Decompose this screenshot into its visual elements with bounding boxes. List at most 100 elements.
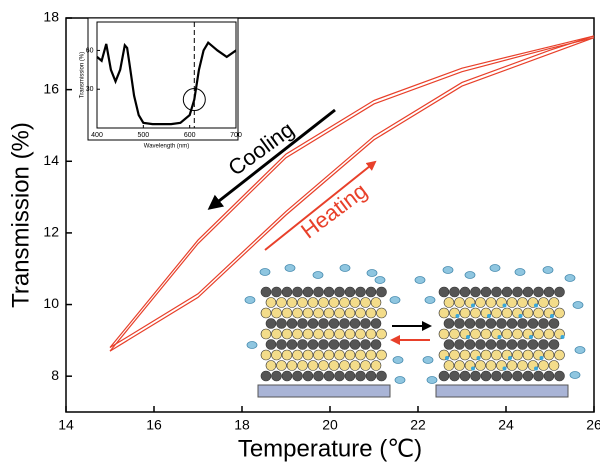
particle (506, 360, 518, 371)
line-series (109, 37, 595, 352)
particle (313, 349, 324, 361)
particle (318, 360, 329, 371)
particle (260, 349, 272, 361)
particle (454, 318, 465, 329)
particle (449, 370, 460, 382)
particle (365, 349, 377, 361)
particle (527, 339, 539, 350)
particle (334, 328, 345, 340)
molecule (424, 296, 436, 304)
particle (344, 370, 356, 382)
particle (323, 370, 335, 382)
particle (538, 318, 549, 329)
particle (355, 349, 366, 361)
molecule (529, 335, 533, 339)
x-tick-label: 20 (322, 417, 338, 433)
particle (470, 328, 481, 340)
particle (313, 286, 324, 298)
particle (543, 286, 555, 298)
particle (522, 349, 534, 361)
particle (271, 349, 282, 361)
particle (292, 286, 303, 298)
molecule (508, 356, 512, 360)
particle (307, 318, 319, 329)
particle (470, 307, 481, 319)
particle (355, 328, 366, 340)
molecule (564, 274, 576, 282)
particle (480, 349, 492, 361)
molecule (514, 268, 526, 276)
particle (464, 339, 476, 350)
molecule (422, 356, 434, 364)
particle (522, 307, 534, 319)
particle (292, 328, 303, 340)
molecule (534, 303, 538, 308)
molecule (489, 264, 501, 272)
particle (286, 339, 298, 350)
particle (276, 318, 287, 329)
particle (302, 307, 314, 319)
particle (533, 370, 544, 382)
y-tick-label: 16 (43, 80, 59, 96)
particle (292, 349, 303, 361)
particle (548, 360, 560, 371)
particle (459, 370, 471, 382)
y-tick-label: 10 (43, 295, 59, 311)
particle (438, 328, 450, 340)
particle (281, 370, 293, 382)
molecule (502, 303, 507, 308)
x-tick-label: 14 (58, 417, 74, 433)
particle (554, 286, 565, 298)
particle (554, 307, 565, 319)
particle (512, 349, 523, 361)
particle (339, 339, 350, 350)
molecule (414, 276, 426, 284)
particle (443, 297, 455, 308)
particle (307, 297, 319, 308)
particle (360, 339, 371, 350)
molecule (284, 264, 296, 272)
x-tick-label: 18 (234, 417, 250, 433)
particle (334, 286, 345, 298)
molecule (518, 314, 523, 318)
particle (501, 370, 513, 382)
molecule (464, 271, 476, 279)
particle (260, 286, 272, 298)
particle (475, 339, 486, 350)
particle (365, 370, 377, 382)
particle (485, 360, 497, 371)
particle (344, 286, 356, 298)
particle (365, 307, 377, 319)
molecule (426, 376, 438, 384)
particle (302, 349, 314, 361)
schematic (244, 264, 586, 398)
molecule (560, 335, 565, 339)
particle (370, 297, 382, 308)
x-tick-label: 22 (410, 417, 426, 433)
particle (449, 328, 460, 340)
particle (355, 307, 366, 319)
particle (517, 360, 528, 371)
particle (281, 286, 293, 298)
particle (538, 339, 549, 350)
particle (360, 360, 371, 371)
heating-label: Heating (296, 178, 372, 244)
particle (475, 318, 486, 329)
molecule (542, 266, 554, 274)
molecule (394, 376, 406, 384)
particle (506, 297, 518, 308)
molecule (445, 356, 449, 360)
particle (344, 307, 356, 319)
y-axis-title: Transmission (%) (80, 52, 86, 98)
particle (491, 370, 502, 382)
particle (313, 370, 324, 382)
particle (297, 360, 308, 371)
particle (344, 349, 356, 361)
y-tick-label: 18 (43, 9, 59, 25)
particle (297, 339, 308, 350)
particle (302, 328, 314, 340)
molecule (455, 314, 460, 318)
particle (376, 307, 387, 319)
particle (370, 360, 382, 371)
